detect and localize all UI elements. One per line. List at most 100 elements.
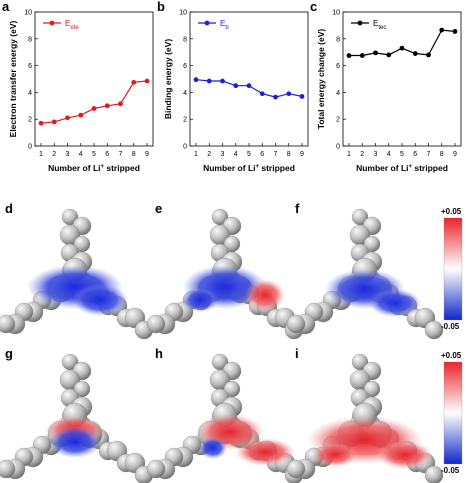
- surface-blob: [286, 459, 306, 479]
- panel-label: i: [295, 346, 299, 361]
- x-tick-label: 8: [287, 151, 291, 158]
- y-tick-label: 4: [336, 90, 340, 97]
- series-line: [195, 79, 303, 98]
- panel-label: e: [155, 201, 162, 216]
- data-point: [426, 52, 431, 58]
- positive-potential-region: [245, 279, 285, 311]
- data-point: [299, 94, 305, 99]
- legend-label: Etec: [373, 19, 386, 31]
- x-tick-label: 3: [374, 151, 378, 158]
- panel-label: g: [5, 346, 13, 361]
- negative-potential-region: [369, 289, 421, 317]
- data-point: [65, 115, 70, 121]
- data-point: [206, 78, 212, 84]
- legend-marker: [49, 20, 55, 26]
- y-tick-label: 10: [24, 10, 32, 17]
- x-tick-label: 4: [234, 151, 238, 158]
- colorbar-gradient: [443, 361, 463, 465]
- data-point: [399, 45, 405, 51]
- x-tick-label: 1: [39, 151, 43, 158]
- x-tick-label: 8: [132, 151, 136, 158]
- esp-map-d: d: [0, 201, 154, 340]
- y-tick-label: 2: [28, 117, 32, 124]
- data-point: [91, 106, 97, 111]
- x-tick-label: 2: [52, 151, 56, 158]
- y-tick-label: 4: [183, 90, 187, 97]
- data-point: [273, 94, 278, 100]
- legend-label: Eb: [220, 19, 229, 31]
- x-tick-label: 6: [413, 151, 417, 158]
- data-point: [38, 120, 44, 126]
- x-tick-label: 9: [145, 151, 149, 158]
- colorbar-max-label: +0.05: [441, 207, 462, 216]
- data-point: [439, 27, 445, 33]
- x-tick-label: 7: [274, 151, 278, 158]
- data-point: [233, 83, 239, 89]
- data-point: [452, 29, 458, 34]
- data-point: [373, 50, 378, 56]
- esp-map-h: h: [146, 346, 304, 483]
- y-tick-label: 4: [28, 90, 32, 97]
- y-tick-label: 10: [332, 10, 340, 17]
- panel-label: c: [310, 0, 317, 14]
- data-point: [118, 101, 123, 107]
- x-tick-label: 5: [247, 151, 251, 158]
- colorbar-max-label: +0.05: [441, 351, 462, 360]
- y-axis-label: Binding energy (eV): [163, 39, 173, 119]
- negative-potential-region: [49, 426, 101, 458]
- panel-label: d: [5, 201, 13, 216]
- x-tick-label: 4: [79, 151, 83, 158]
- surface-blob: [146, 314, 166, 334]
- y-tick-label: 2: [183, 117, 187, 124]
- surface-blob: [146, 459, 166, 479]
- y-tick-label: 8: [336, 36, 340, 43]
- x-axis-label: Number of Li+ stripped: [48, 163, 140, 173]
- colorbar-min-label: -0.05: [441, 466, 460, 475]
- surface-blob: [424, 320, 444, 340]
- data-point: [386, 52, 392, 58]
- x-axis-label: Number of Li+ stripped: [203, 163, 295, 173]
- data-point: [359, 53, 365, 58]
- y-axis-label: Total energy change (eV): [316, 29, 326, 130]
- negative-potential-region: [182, 288, 218, 312]
- legend-marker: [204, 20, 210, 26]
- y-tick-label: 10: [179, 10, 187, 17]
- legend-marker: [357, 20, 363, 26]
- surface-blob: [424, 465, 444, 483]
- surface-blob: [0, 459, 16, 479]
- data-point: [220, 78, 225, 84]
- negative-potential-region: [72, 284, 128, 316]
- y-tick-label: 8: [183, 36, 187, 43]
- data-point: [144, 78, 150, 84]
- x-tick-label: 1: [194, 151, 198, 158]
- legend-label: Eete: [65, 19, 79, 31]
- colorbar-min-label: -0.05: [441, 322, 460, 331]
- data-point: [286, 91, 292, 97]
- positive-potential-region: [377, 441, 433, 469]
- x-tick-label: 9: [300, 151, 304, 158]
- data-point: [193, 77, 199, 83]
- data-point: [51, 119, 57, 125]
- x-tick-label: 2: [360, 151, 364, 158]
- colorbar-gradient: [443, 217, 463, 321]
- y-tick-label: 2: [336, 117, 340, 124]
- data-point: [78, 112, 84, 118]
- negative-potential-region: [199, 437, 227, 459]
- x-tick-label: 5: [92, 151, 96, 158]
- esp-map-g: g: [0, 346, 154, 483]
- plot-frame: [189, 11, 309, 147]
- y-tick-label: 0: [183, 144, 187, 151]
- surface-blob: [286, 314, 306, 334]
- x-tick-label: 7: [119, 151, 123, 158]
- y-axis-label: Electron transfer energy (eV): [8, 20, 18, 137]
- data-point: [104, 103, 110, 109]
- series-line: [349, 29, 456, 57]
- y-tick-label: 6: [183, 63, 187, 70]
- data-point: [131, 79, 137, 85]
- x-tick-label: 7: [427, 151, 431, 158]
- y-tick-label: 8: [28, 36, 32, 43]
- panel-label: f: [295, 201, 300, 216]
